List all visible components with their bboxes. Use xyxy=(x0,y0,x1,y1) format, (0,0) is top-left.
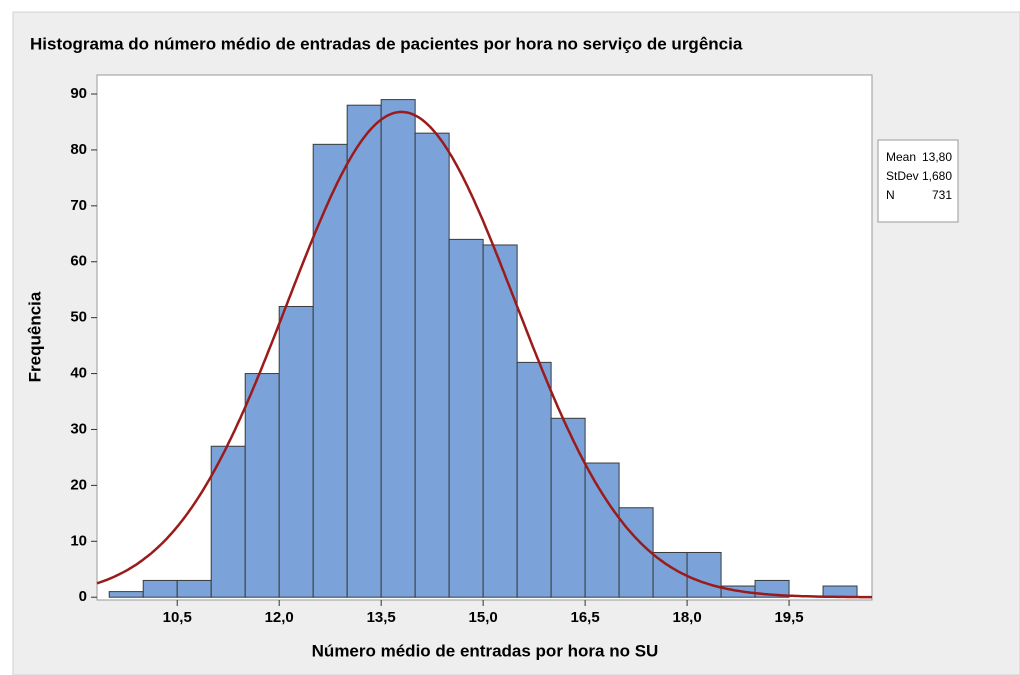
y-tick-label: 30 xyxy=(70,420,87,437)
y-tick-label: 20 xyxy=(70,476,87,493)
y-tick-label: 50 xyxy=(70,309,87,326)
bar xyxy=(142,579,178,598)
y-tick-label: 10 xyxy=(70,532,87,549)
bar xyxy=(108,591,144,598)
stat-label: Mean xyxy=(886,150,916,164)
stat-value: 731 xyxy=(932,188,952,202)
x-tick-label: 12,0 xyxy=(265,609,294,626)
y-tick-label: 80 xyxy=(70,141,87,158)
stat-value: 1,680 xyxy=(922,169,952,183)
bar xyxy=(448,238,484,598)
bar xyxy=(210,445,246,598)
bar xyxy=(176,579,212,598)
y-tick-label: 40 xyxy=(70,365,87,382)
x-tick-label: 16,5 xyxy=(571,609,600,626)
bar xyxy=(584,462,620,598)
chart-title: Histograma do número médio de entradas d… xyxy=(30,34,743,53)
stat-label: StDev xyxy=(886,169,919,183)
y-tick-label: 60 xyxy=(70,253,87,270)
bar xyxy=(278,305,314,598)
stat-label: N xyxy=(886,188,895,202)
bar xyxy=(414,132,450,598)
x-tick-label: 15,0 xyxy=(469,609,498,626)
y-tick-label: 0 xyxy=(79,588,87,605)
x-tick-label: 19,5 xyxy=(774,609,803,626)
bar xyxy=(482,244,518,598)
x-tick-label: 13,5 xyxy=(367,609,396,626)
y-tick-label: 90 xyxy=(70,85,87,102)
bar xyxy=(550,417,586,598)
y-tick-label: 70 xyxy=(70,197,87,214)
bar xyxy=(686,551,722,598)
stat-value: 13,80 xyxy=(922,150,952,164)
x-axis-label: Número médio de entradas por hora no SU xyxy=(312,641,659,660)
bar xyxy=(618,507,654,598)
x-tick-label: 18,0 xyxy=(672,609,701,626)
x-tick-label: 10,5 xyxy=(163,609,192,626)
bar xyxy=(346,104,382,598)
bar xyxy=(312,143,348,598)
normal-curve xyxy=(96,110,872,599)
bar xyxy=(516,361,552,598)
bar xyxy=(244,373,280,598)
bar xyxy=(380,99,416,598)
stats-box xyxy=(877,139,959,223)
y-axis-label: Frequência xyxy=(25,291,44,382)
